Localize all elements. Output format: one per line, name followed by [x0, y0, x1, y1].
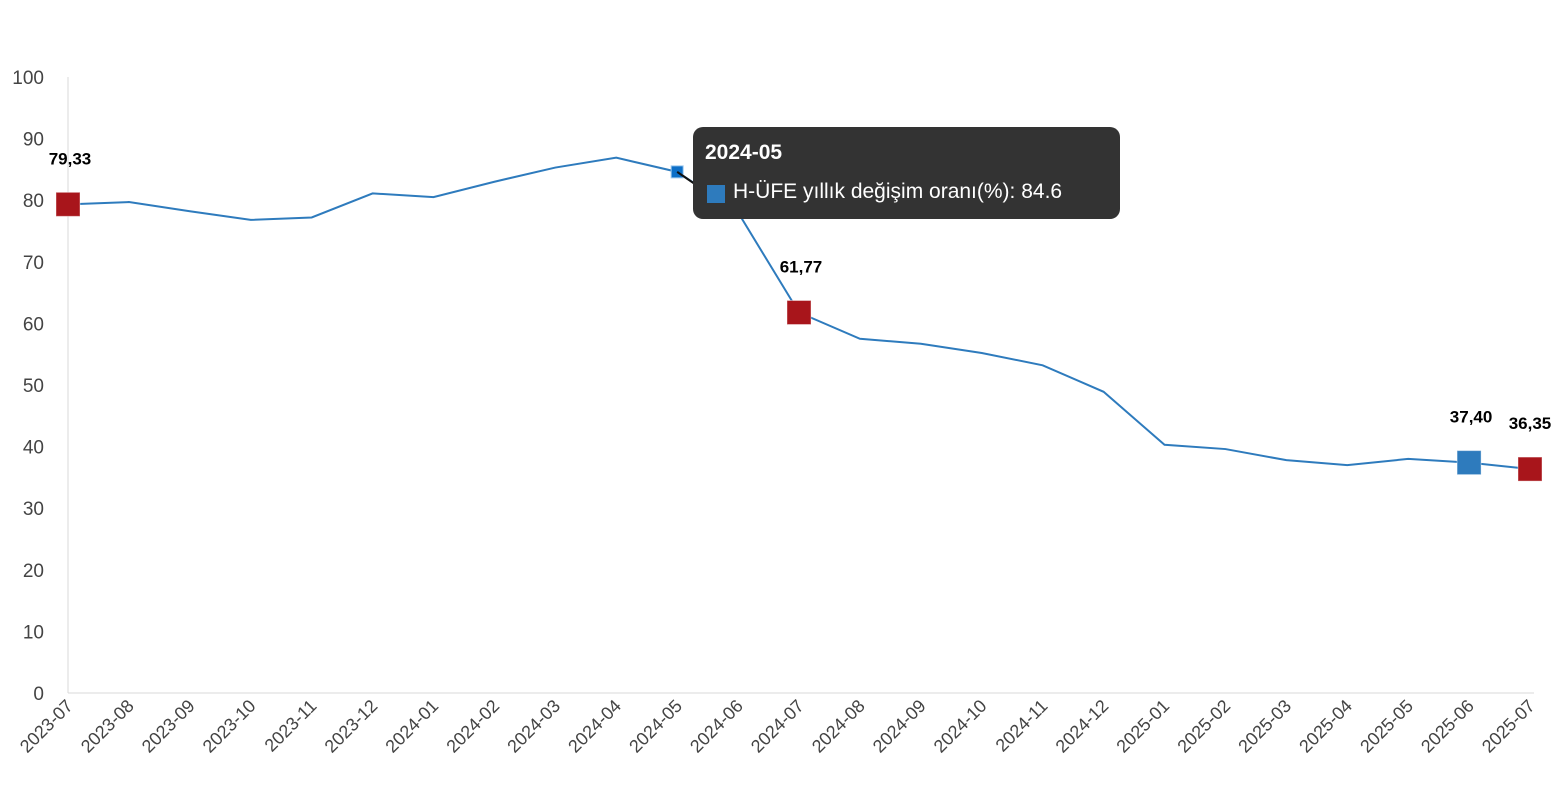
x-tick-label: 2025-06	[1417, 696, 1478, 757]
x-tick-label: 2024-12	[1052, 696, 1113, 757]
x-tick-label: 2023-09	[138, 696, 199, 757]
tooltip-series-swatch	[707, 185, 725, 203]
tooltip-value: H-ÜFE yıllık değişim oranı(%): 84.6	[733, 180, 1063, 203]
data-label: 79,33	[49, 149, 92, 168]
x-tick-label: 2024-03	[503, 696, 564, 757]
tooltip-title: 2024-05	[705, 141, 783, 164]
y-tick-label: 90	[23, 130, 44, 151]
x-tick-label: 2024-01	[381, 696, 442, 757]
x-tick-label: 2023-10	[199, 696, 260, 757]
x-tick-label: 2024-07	[747, 696, 808, 757]
x-tick-label: 2025-03	[1234, 696, 1295, 757]
y-tick-label: 80	[23, 191, 44, 212]
x-tick-label: 2025-04	[1295, 696, 1356, 757]
x-tick-label: 2024-11	[992, 696, 1052, 756]
x-tick-label: 2024-05	[625, 696, 686, 757]
data-label: 61,77	[780, 257, 823, 276]
x-tick-label: 2024-02	[442, 696, 503, 757]
y-tick-label: 10	[23, 622, 44, 643]
x-tick-label: 2024-06	[686, 696, 747, 757]
x-tick-label: 2023-08	[77, 696, 138, 757]
x-tick-label: 2023-12	[321, 696, 382, 757]
y-tick-label: 60	[23, 314, 44, 335]
y-tick-label: 20	[23, 561, 44, 582]
y-tick-label: 40	[23, 438, 44, 459]
x-tick-label: 2024-10	[930, 696, 991, 757]
data-label: 36,35	[1509, 414, 1552, 433]
data-point-marker	[1517, 456, 1543, 482]
y-tick-label: 50	[23, 376, 44, 397]
x-tick-label: 2025-05	[1356, 696, 1417, 757]
data-point-marker	[55, 191, 81, 217]
y-tick-label: 70	[23, 253, 44, 274]
x-tick-label: 2024-09	[869, 696, 930, 757]
x-tick-label: 2025-07	[1478, 696, 1539, 757]
y-tick-label: 100	[12, 68, 44, 89]
data-point-marker	[1456, 450, 1482, 476]
x-tick-label: 2024-08	[808, 696, 869, 757]
x-tick-label: 2023-07	[16, 696, 77, 757]
x-tick-label: 2025-02	[1173, 696, 1234, 757]
data-point-marker	[786, 299, 812, 325]
data-label: 37,40	[1450, 408, 1493, 427]
x-tick-label: 2025-01	[1112, 696, 1173, 757]
x-tick-label: 2023-11	[261, 696, 321, 756]
tooltip: 2024-05 H-ÜFE yıllık değişim oranı(%): 8…	[693, 127, 1120, 219]
y-tick-label: 0	[33, 684, 44, 705]
x-tick-label: 2024-04	[564, 696, 625, 757]
y-tick-label: 30	[23, 499, 44, 520]
